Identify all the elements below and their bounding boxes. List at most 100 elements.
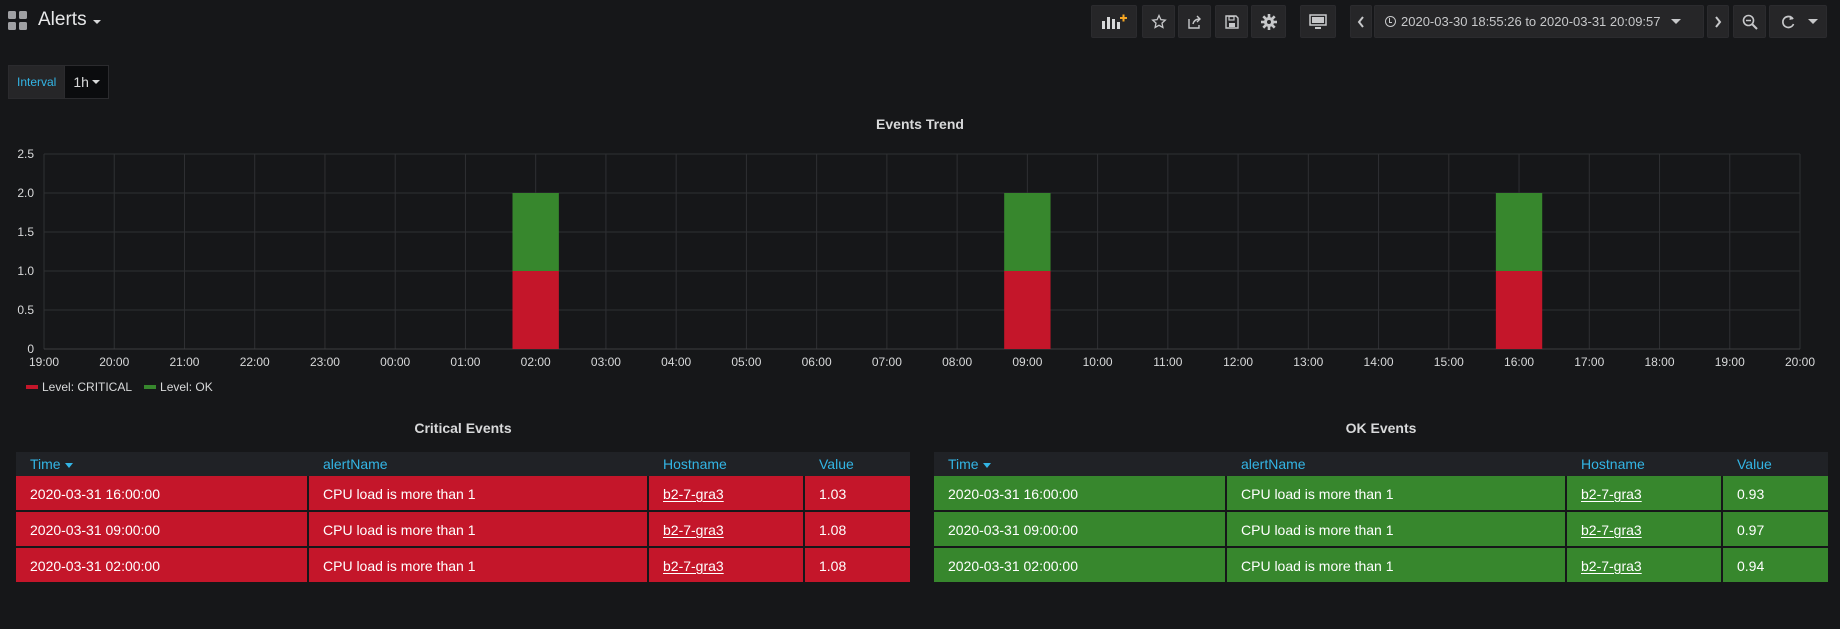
table-row: 2020-03-31 09:00:00 CPU load is more tha… xyxy=(16,512,910,548)
cell-value: 1.08 xyxy=(805,512,910,548)
legend-item-ok[interactable]: Level: OK xyxy=(144,380,213,394)
events-trend-chart[interactable]: 0 0.5 1.0 1.5 2.0 2.5 19:00 20:00 21:00 22:00 23:0… xyxy=(0,140,1840,375)
legend-item-critical[interactable]: Level: CRITICAL xyxy=(26,380,132,394)
add-panel-button[interactable] xyxy=(1091,5,1137,38)
column-header-time[interactable]: Time xyxy=(16,452,309,476)
cell-time: 2020-03-31 16:00:00 xyxy=(934,476,1227,512)
hostname-link[interactable]: b2-7-gra3 xyxy=(663,486,724,502)
y-tick-label: 1.0 xyxy=(17,264,34,278)
hostname-link[interactable]: b2-7-gra3 xyxy=(1581,558,1642,574)
cell-time: 2020-03-31 09:00:00 xyxy=(934,512,1227,548)
cell-alertname: CPU load is more than 1 xyxy=(309,476,649,512)
x-tick-label: 13:00 xyxy=(1293,355,1323,369)
hostname-link[interactable]: b2-7-gra3 xyxy=(1581,522,1642,538)
legend-swatch xyxy=(26,385,38,389)
legend-label: Level: CRITICAL xyxy=(42,380,133,394)
x-tick-label: 14:00 xyxy=(1364,355,1394,369)
ok-events-title: OK Events xyxy=(1345,420,1417,436)
save-button[interactable] xyxy=(1215,5,1248,38)
x-tick-label: 05:00 xyxy=(731,355,761,369)
cell-time: 2020-03-31 02:00:00 xyxy=(934,548,1227,584)
add-panel-icon xyxy=(1102,14,1127,29)
apps-grid-icon xyxy=(8,10,27,30)
y-tick-label: 2.5 xyxy=(17,147,34,161)
chevron-right-icon xyxy=(1715,15,1722,28)
tv-mode-button[interactable] xyxy=(1300,5,1336,38)
interval-value: 1h xyxy=(73,74,89,90)
x-tick-label: 00:00 xyxy=(380,355,410,369)
bar-level-critical xyxy=(1495,271,1543,349)
column-header-hostname[interactable]: Hostname xyxy=(1567,452,1723,476)
tv-icon xyxy=(1309,13,1327,29)
cell-time: 2020-03-31 16:00:00 xyxy=(16,476,309,512)
zoom-out-button[interactable] xyxy=(1733,5,1766,38)
bar-level-critical xyxy=(512,271,559,349)
x-tick-label: 10:00 xyxy=(1083,355,1113,369)
chevron-down-icon xyxy=(1808,19,1818,24)
x-tick-label: 12:00 xyxy=(1223,355,1253,369)
cell-value: 0.93 xyxy=(1723,476,1828,512)
chart-title: Events Trend xyxy=(876,116,964,132)
x-tick-label: 17:00 xyxy=(1574,355,1604,369)
hostname-link[interactable]: b2-7-gra3 xyxy=(1581,486,1642,502)
column-header-value[interactable]: Value xyxy=(805,452,910,476)
refresh-icon xyxy=(1782,15,1795,28)
x-tick-label: 11:00 xyxy=(1153,355,1182,369)
save-icon xyxy=(1224,14,1239,29)
interval-select[interactable]: 1h xyxy=(65,65,109,99)
time-forward-button[interactable] xyxy=(1707,5,1729,38)
cell-hostname: b2-7-gra3 xyxy=(649,548,805,584)
x-tick-label: 19:00 xyxy=(1715,355,1745,369)
time-back-button[interactable] xyxy=(1350,5,1372,38)
clock-icon xyxy=(1385,16,1396,27)
hostname-link[interactable]: b2-7-gra3 xyxy=(663,558,724,574)
y-tick-label: 0 xyxy=(27,342,34,356)
share-icon xyxy=(1187,15,1201,29)
bar-level-critical xyxy=(1004,271,1051,349)
column-header-value[interactable]: Value xyxy=(1723,452,1828,476)
chevron-down-icon xyxy=(91,80,100,84)
x-tick-label: 04:00 xyxy=(661,355,691,369)
cell-time: 2020-03-31 09:00:00 xyxy=(16,512,309,548)
table-row: 2020-03-31 16:00:00 CPU load is more tha… xyxy=(16,476,910,512)
variable-interval: Interval 1h xyxy=(8,65,109,99)
column-header-alertname[interactable]: alertName xyxy=(309,452,649,476)
dashboard-picker[interactable]: Alerts xyxy=(8,9,101,31)
chevron-down-icon xyxy=(1670,19,1681,24)
time-range-picker[interactable]: 2020-03-30 18:55:26 to 2020-03-31 20:09:… xyxy=(1374,5,1704,38)
share-button[interactable] xyxy=(1178,5,1211,38)
y-tick-label: 0.5 xyxy=(17,303,34,317)
table-row: 2020-03-31 02:00:00 CPU load is more tha… xyxy=(934,548,1828,584)
sort-desc-icon xyxy=(64,463,73,468)
ok-events-table: Time alertName Hostname Value 2020-03-31… xyxy=(934,452,1828,584)
hostname-link[interactable]: b2-7-gra3 xyxy=(663,522,724,538)
x-tick-label: 08:00 xyxy=(942,355,972,369)
table-row: 2020-03-31 02:00:00 CPU load is more tha… xyxy=(16,548,910,584)
cell-alertname: CPU load is more than 1 xyxy=(1227,512,1567,548)
navbar: Alerts xyxy=(0,0,1840,42)
cell-alertname: CPU load is more than 1 xyxy=(309,548,649,584)
refresh-button[interactable] xyxy=(1769,5,1827,38)
star-button[interactable] xyxy=(1142,5,1175,38)
critical-events-table: Time alertName Hostname Value 2020-03-31… xyxy=(16,452,910,584)
settings-button[interactable] xyxy=(1251,5,1286,38)
interval-label: Interval xyxy=(8,65,66,99)
column-header-hostname[interactable]: Hostname xyxy=(649,452,805,476)
column-header-time[interactable]: Time xyxy=(934,452,1227,476)
cell-value: 0.97 xyxy=(1723,512,1828,548)
chevron-left-icon xyxy=(1357,15,1364,28)
critical-events-title: Critical Events xyxy=(414,420,512,436)
column-header-alertname[interactable]: alertName xyxy=(1227,452,1567,476)
dashboard-title: Alerts xyxy=(38,9,87,30)
cell-hostname: b2-7-gra3 xyxy=(1567,512,1723,548)
cell-hostname: b2-7-gra3 xyxy=(649,512,805,548)
cell-value: 1.03 xyxy=(805,476,910,512)
chart-legend: Level: CRITICAL Level: OK xyxy=(26,380,225,394)
y-tick-label: 2.0 xyxy=(17,186,34,200)
bar-level-ok xyxy=(1495,193,1543,271)
cell-hostname: b2-7-gra3 xyxy=(649,476,805,512)
bar-level-ok xyxy=(1004,193,1051,271)
x-tick-label: 01:00 xyxy=(450,355,480,369)
table-row: 2020-03-31 09:00:00 CPU load is more tha… xyxy=(934,512,1828,548)
x-tick-label: 02:00 xyxy=(521,355,551,369)
